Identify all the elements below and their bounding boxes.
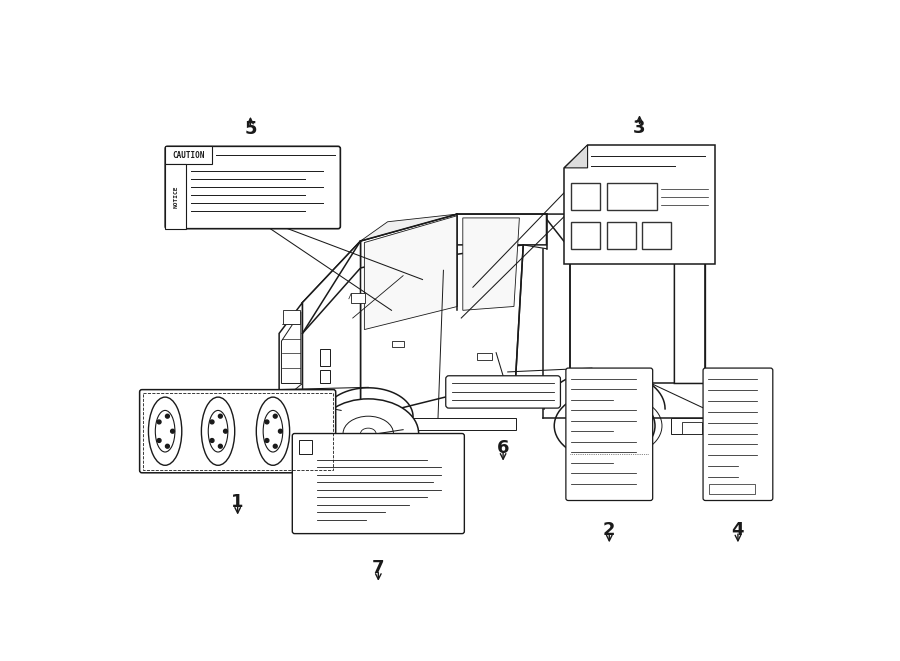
Polygon shape bbox=[302, 241, 361, 333]
Circle shape bbox=[166, 414, 169, 418]
Polygon shape bbox=[302, 268, 361, 418]
FancyBboxPatch shape bbox=[140, 389, 336, 473]
Bar bbox=[392, 341, 404, 347]
FancyBboxPatch shape bbox=[446, 375, 561, 408]
Circle shape bbox=[219, 414, 222, 418]
Ellipse shape bbox=[148, 397, 182, 465]
Polygon shape bbox=[670, 418, 706, 434]
Circle shape bbox=[274, 414, 277, 418]
Text: 4: 4 bbox=[732, 521, 744, 539]
Ellipse shape bbox=[597, 420, 612, 431]
Ellipse shape bbox=[580, 410, 629, 442]
Circle shape bbox=[223, 429, 228, 433]
Bar bbox=[283, 310, 300, 324]
Bar bbox=[166, 146, 212, 165]
Bar bbox=[607, 222, 636, 249]
Text: 3: 3 bbox=[634, 119, 646, 137]
Bar bbox=[571, 183, 600, 210]
Bar bbox=[477, 353, 492, 360]
Ellipse shape bbox=[202, 397, 235, 465]
Bar bbox=[320, 370, 329, 383]
Text: 7: 7 bbox=[372, 559, 384, 577]
Bar bbox=[299, 440, 312, 453]
Polygon shape bbox=[361, 214, 546, 268]
Text: 5: 5 bbox=[244, 120, 256, 138]
Ellipse shape bbox=[208, 410, 228, 452]
Text: NOTICE: NOTICE bbox=[173, 185, 178, 208]
Polygon shape bbox=[302, 418, 516, 430]
Text: 1: 1 bbox=[231, 493, 244, 511]
Circle shape bbox=[210, 420, 214, 424]
Circle shape bbox=[158, 438, 161, 442]
Bar bbox=[682, 422, 701, 434]
Text: 2: 2 bbox=[603, 521, 616, 539]
Ellipse shape bbox=[361, 428, 376, 439]
Bar bbox=[320, 349, 329, 366]
Circle shape bbox=[158, 420, 161, 424]
Polygon shape bbox=[463, 218, 519, 310]
Ellipse shape bbox=[318, 399, 418, 468]
Polygon shape bbox=[564, 145, 716, 264]
FancyBboxPatch shape bbox=[166, 146, 340, 229]
FancyBboxPatch shape bbox=[703, 368, 773, 500]
Polygon shape bbox=[364, 215, 457, 330]
Ellipse shape bbox=[156, 410, 175, 452]
Bar bbox=[351, 293, 365, 303]
Ellipse shape bbox=[263, 410, 283, 452]
Bar bbox=[607, 183, 657, 210]
Circle shape bbox=[265, 420, 269, 424]
Polygon shape bbox=[543, 214, 706, 249]
Polygon shape bbox=[674, 214, 706, 383]
Ellipse shape bbox=[256, 397, 290, 465]
Circle shape bbox=[210, 438, 214, 442]
Bar bbox=[571, 222, 600, 249]
Circle shape bbox=[166, 444, 169, 448]
Bar bbox=[709, 484, 754, 494]
Polygon shape bbox=[302, 214, 457, 333]
Circle shape bbox=[278, 429, 283, 433]
Polygon shape bbox=[282, 312, 301, 383]
Text: CAUTION: CAUTION bbox=[173, 151, 205, 160]
Bar bbox=[143, 393, 333, 470]
Circle shape bbox=[265, 438, 269, 442]
Polygon shape bbox=[279, 303, 302, 410]
Text: 6: 6 bbox=[497, 439, 509, 457]
FancyBboxPatch shape bbox=[292, 434, 464, 533]
Polygon shape bbox=[361, 245, 523, 418]
Circle shape bbox=[219, 444, 222, 448]
Bar bbox=[642, 222, 671, 249]
Ellipse shape bbox=[571, 395, 662, 457]
Polygon shape bbox=[570, 249, 706, 383]
Bar bbox=[166, 165, 186, 229]
Polygon shape bbox=[564, 145, 588, 168]
Polygon shape bbox=[361, 214, 457, 241]
Ellipse shape bbox=[554, 392, 655, 459]
Circle shape bbox=[171, 429, 175, 433]
FancyBboxPatch shape bbox=[566, 368, 652, 500]
Polygon shape bbox=[279, 383, 302, 414]
Circle shape bbox=[274, 444, 277, 448]
Ellipse shape bbox=[343, 416, 393, 451]
